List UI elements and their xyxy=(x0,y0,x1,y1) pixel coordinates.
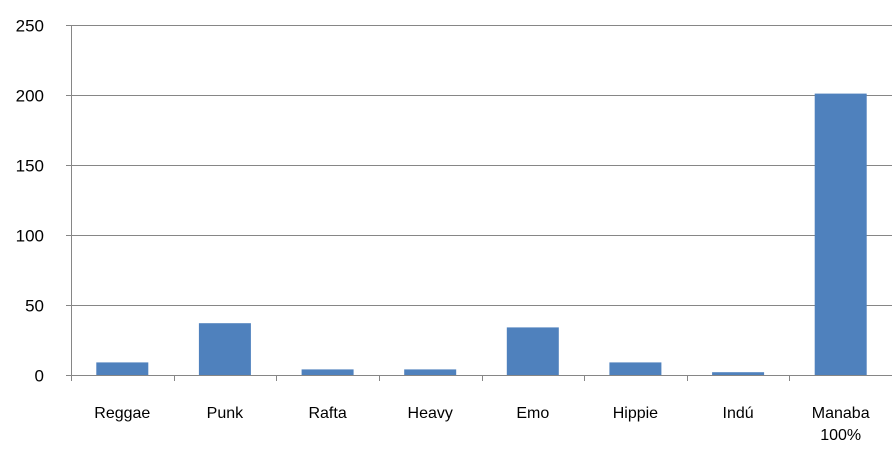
bar-emo xyxy=(506,327,559,375)
x-tick-label: Indú xyxy=(723,405,754,422)
bar-rafta xyxy=(301,369,354,375)
y-tick-label: 250 xyxy=(16,17,44,36)
y-tick-labels: 0 50 100 150 200 250 xyxy=(16,17,44,386)
bar-ind- xyxy=(712,372,765,375)
y-tick-label: 50 xyxy=(25,297,44,316)
gridlines xyxy=(71,25,892,306)
x-tick-label: 100% xyxy=(820,427,861,444)
x-tick-label: Manaba xyxy=(812,405,870,422)
axes xyxy=(66,25,892,381)
bar-punk xyxy=(198,323,251,375)
y-tick-label: 100 xyxy=(16,227,44,246)
x-tick-label: Emo xyxy=(516,405,549,422)
y-tick-label: 0 xyxy=(35,367,44,386)
bars xyxy=(96,93,867,375)
x-tick-labels: Reggae Punk Rafta Heavy Emo Hippie Indú Manaba 1… xyxy=(94,405,869,444)
x-tick-label: Punk xyxy=(207,405,244,422)
x-tick-label: Heavy xyxy=(408,405,453,422)
y-tick-label: 150 xyxy=(16,157,44,176)
bar-reggae xyxy=(96,362,149,375)
y-tick-label: 200 xyxy=(16,87,44,106)
x-tick-label: Rafta xyxy=(308,405,346,422)
x-tick-label: Hippie xyxy=(613,405,658,422)
bar-manaba-100- xyxy=(814,93,867,375)
x-tick-label: Reggae xyxy=(94,405,150,422)
bar-heavy xyxy=(404,369,457,375)
bar-hippie xyxy=(609,362,662,375)
